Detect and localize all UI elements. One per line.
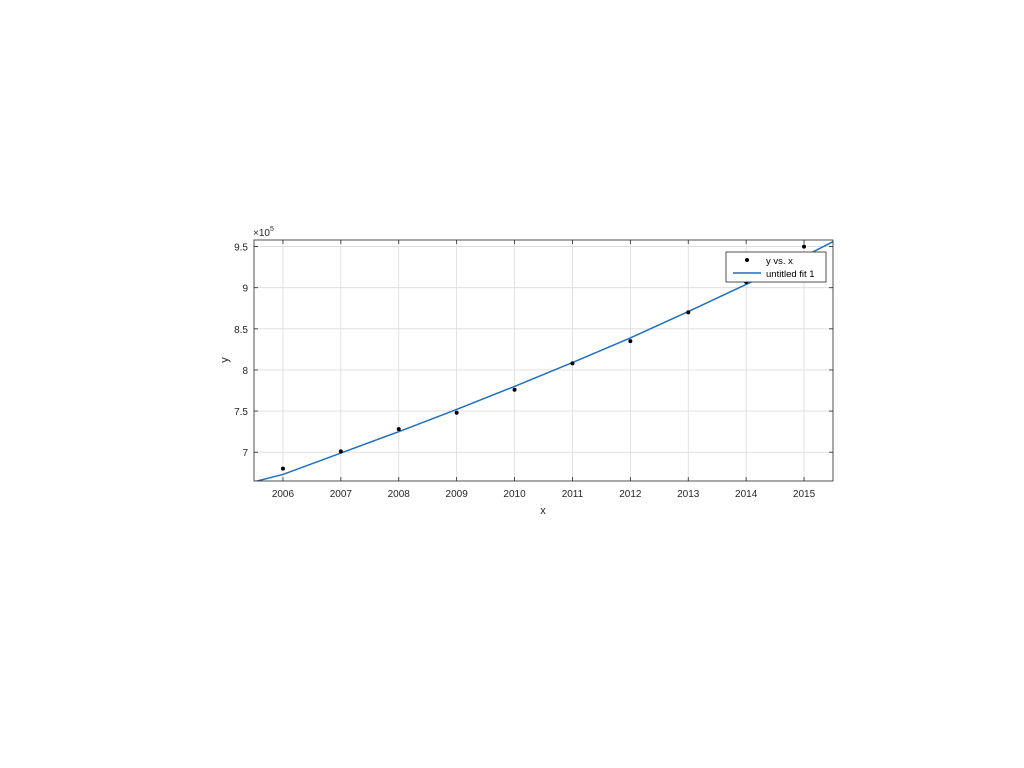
x-tick-label: 2013 (677, 489, 700, 500)
data-point (280, 466, 285, 471)
legend: y vs. x untitled fit 1 (725, 251, 827, 283)
ticks (254, 240, 833, 481)
x-tick-label: 2014 (735, 489, 758, 500)
y-tick-label: 7.5 (234, 407, 248, 418)
plot-frame (253, 239, 834, 482)
data-point (338, 449, 343, 454)
y-exponent-label: ×105 (253, 226, 274, 239)
data-point (628, 339, 633, 344)
x-tick-labels: 2006 2007 2008 2009 2010 2011 2012 2013 2014 2015 (272, 489, 816, 500)
x-tick-label: 2011 (562, 489, 584, 500)
data-point (802, 244, 807, 249)
legend-box (725, 251, 827, 283)
y-tick-labels: 7 7.5 8 8.5 9 9.5 (234, 243, 248, 460)
y-axis-label: y (219, 357, 231, 363)
data-point (686, 310, 691, 315)
x-axis-label: x (540, 505, 546, 517)
x-tick-label: 2006 (272, 489, 295, 500)
x-tick-label: 2009 (446, 489, 469, 500)
x-tick-label: 2015 (793, 489, 816, 500)
legend-label-fit: untitled fit 1 (766, 269, 815, 280)
y-tick-label: 8.5 (234, 325, 248, 336)
y-tick-label: 8 (242, 366, 248, 377)
legend-marker-points (745, 258, 749, 262)
x-tick-label: 2008 (388, 489, 411, 500)
data-point (396, 427, 401, 432)
data-point (454, 410, 459, 415)
y-tick-label: 7 (242, 448, 248, 459)
y-tick-label: 9 (242, 284, 248, 295)
x-tick-label: 2010 (503, 489, 526, 500)
x-tick-label: 2007 (330, 489, 353, 500)
data-point (512, 387, 517, 392)
y-tick-label: 9.5 (234, 243, 248, 254)
x-tick-label: 2012 (619, 489, 642, 500)
y-exponent-power: 5 (270, 226, 274, 233)
data-point (570, 361, 575, 366)
legend-label-points: y vs. x (766, 256, 793, 267)
